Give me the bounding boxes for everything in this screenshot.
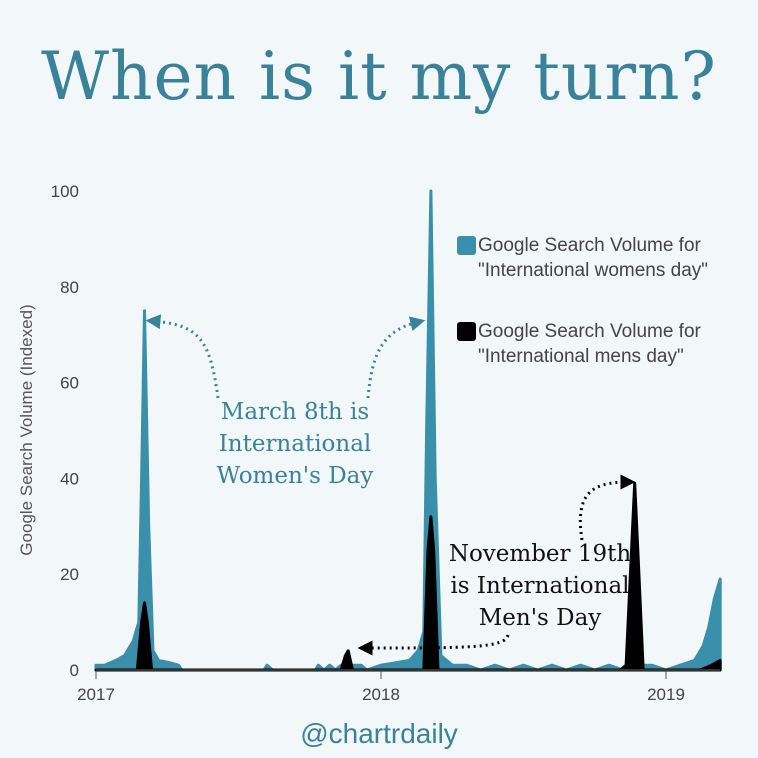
men-arrow-right [578, 474, 636, 541]
annotation-line: Women's Day [216, 463, 374, 489]
x-tick-label: 2018 [362, 685, 400, 704]
y-tick-label: 100 [51, 182, 79, 201]
annotation-line: Men's Day [478, 605, 602, 631]
x-tick-label: 2017 [77, 685, 115, 704]
y-tick-label: 80 [60, 278, 79, 297]
annotation-women: March 8th is International Women's Day [200, 396, 390, 492]
chart-title: When is it my turn? [41, 38, 717, 115]
men-arrow-left [357, 634, 510, 656]
women-arrow-left [145, 314, 220, 399]
annotation-men: November 19th is International Men's Day [440, 538, 640, 634]
legend-label-women: Google Search Volume for "International w… [478, 235, 709, 281]
y-axis-label: Google Search Volume (Indexed) [17, 304, 36, 555]
annotation-line: March 8th is [220, 399, 370, 425]
annotation-line: International [218, 431, 372, 457]
y-tick-label: 60 [60, 374, 79, 393]
annotation-line: is International [450, 573, 630, 599]
annotation-line: November 19th [448, 541, 632, 567]
legend-women: Google Search Volume for "International w… [478, 233, 708, 283]
women-arrow-right [366, 316, 426, 399]
legend-swatch-men [457, 322, 476, 341]
legend-men: Google Search Volume for "International m… [478, 319, 701, 369]
footer-handle: @chartrdaily [300, 718, 458, 749]
y-tick-label: 20 [60, 565, 79, 584]
legend-label-men: Google Search Volume for "International m… [478, 321, 701, 367]
legend-swatch-women [457, 236, 476, 255]
y-tick-label: 0 [70, 661, 79, 680]
y-tick-label: 40 [60, 469, 79, 488]
x-tick-label: 2019 [647, 685, 685, 704]
